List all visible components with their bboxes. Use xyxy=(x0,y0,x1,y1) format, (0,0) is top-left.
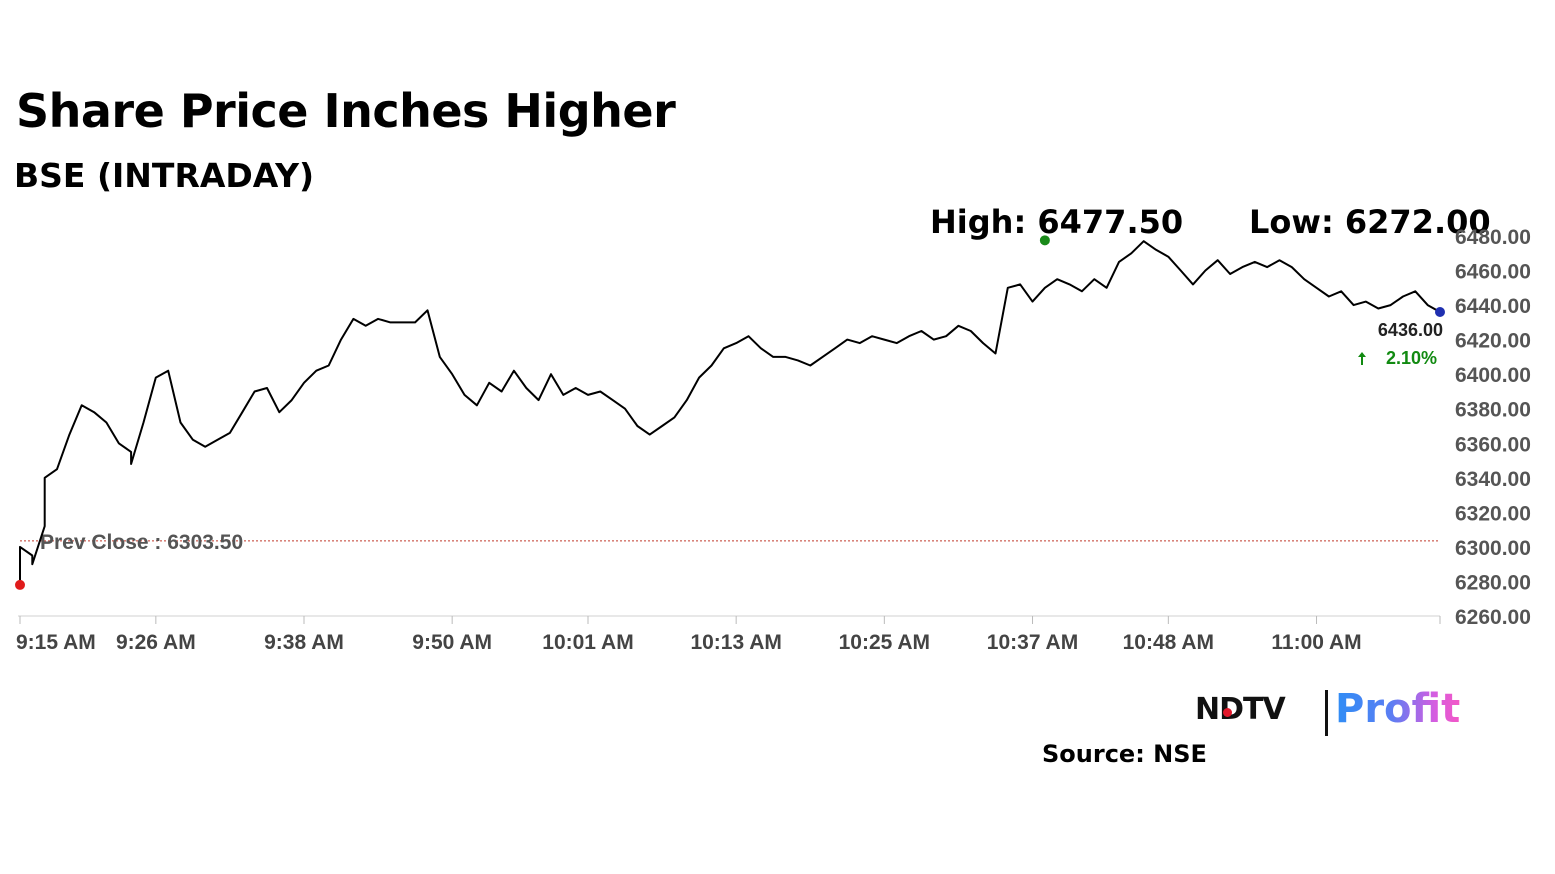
high-label: High: 6477.50 xyxy=(930,203,1184,241)
brand-ndtv: NDTV xyxy=(1195,692,1286,727)
x-tick-label: 9:26 AM xyxy=(116,631,196,654)
y-tick-label: 6440.00 xyxy=(1455,295,1531,318)
source-note: Source: NSE xyxy=(1042,740,1207,768)
y-tick-label: 6400.00 xyxy=(1455,364,1531,387)
y-tick-label: 6320.00 xyxy=(1455,502,1531,525)
high-marker xyxy=(1039,235,1050,246)
low-label: Low: 6272.00 xyxy=(1249,203,1491,241)
brand-dot-icon xyxy=(1223,708,1232,717)
x-tick-label: 10:13 AM xyxy=(690,631,781,654)
brand-divider xyxy=(1325,690,1328,736)
x-tick-label: 11:00 AM xyxy=(1271,631,1361,654)
x-tick-label: 10:48 AM xyxy=(1123,631,1214,654)
chart-subtitle: BSE (INTRADAY) xyxy=(14,156,315,195)
last-price-label: 6436.00 xyxy=(1378,320,1443,340)
x-tick-label: 9:38 AM xyxy=(264,631,344,654)
x-tick-label: 10:25 AM xyxy=(839,631,930,654)
y-tick-label: 6480.00 xyxy=(1455,226,1531,249)
price-line xyxy=(19,240,1441,585)
last-price-marker xyxy=(1435,307,1445,317)
open-marker xyxy=(15,579,25,590)
y-tick-label: 6340.00 xyxy=(1455,468,1531,491)
change-percent-label: 2.10% xyxy=(1386,348,1437,368)
x-tick-label: 10:01 AM xyxy=(542,631,633,654)
up-arrow-icon xyxy=(1358,352,1366,365)
prev-close-label: Prev Close : 6303.50 xyxy=(40,531,243,554)
x-tick-label: 9:50 AM xyxy=(412,631,492,654)
y-tick-label: 6260.00 xyxy=(1455,606,1531,629)
x-tick-label: 10:37 AM xyxy=(987,631,1078,654)
y-tick-label: 6300.00 xyxy=(1455,537,1531,560)
x-tick-label: 9:15 AM xyxy=(16,631,96,654)
y-tick-label: 6420.00 xyxy=(1455,330,1531,353)
y-tick-label: 6380.00 xyxy=(1455,399,1531,422)
brand-profit: Profit xyxy=(1335,686,1461,732)
y-tick-label: 6280.00 xyxy=(1455,571,1531,594)
chart-title: Share Price Inches Higher xyxy=(16,84,676,138)
y-tick-label: 6360.00 xyxy=(1455,433,1531,456)
y-tick-label: 6460.00 xyxy=(1455,261,1531,284)
